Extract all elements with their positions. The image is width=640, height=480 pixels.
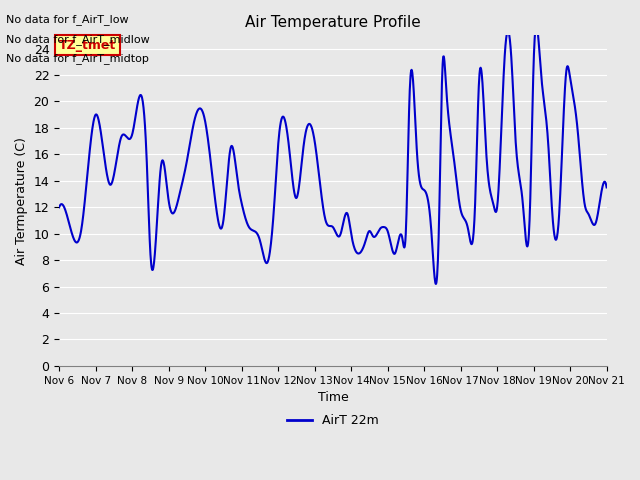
Text: TZ_tmet: TZ_tmet [59, 38, 116, 51]
X-axis label: Time: Time [317, 391, 348, 404]
Y-axis label: Air Termperature (C): Air Termperature (C) [15, 137, 28, 264]
Title: Air Temperature Profile: Air Temperature Profile [245, 15, 420, 30]
Text: No data for f_AirT_midlow: No data for f_AirT_midlow [6, 34, 150, 45]
Text: No data for f_AirT_midtop: No data for f_AirT_midtop [6, 53, 149, 64]
Legend: AirT 22m: AirT 22m [282, 409, 384, 432]
Text: No data for f_AirT_low: No data for f_AirT_low [6, 14, 129, 25]
